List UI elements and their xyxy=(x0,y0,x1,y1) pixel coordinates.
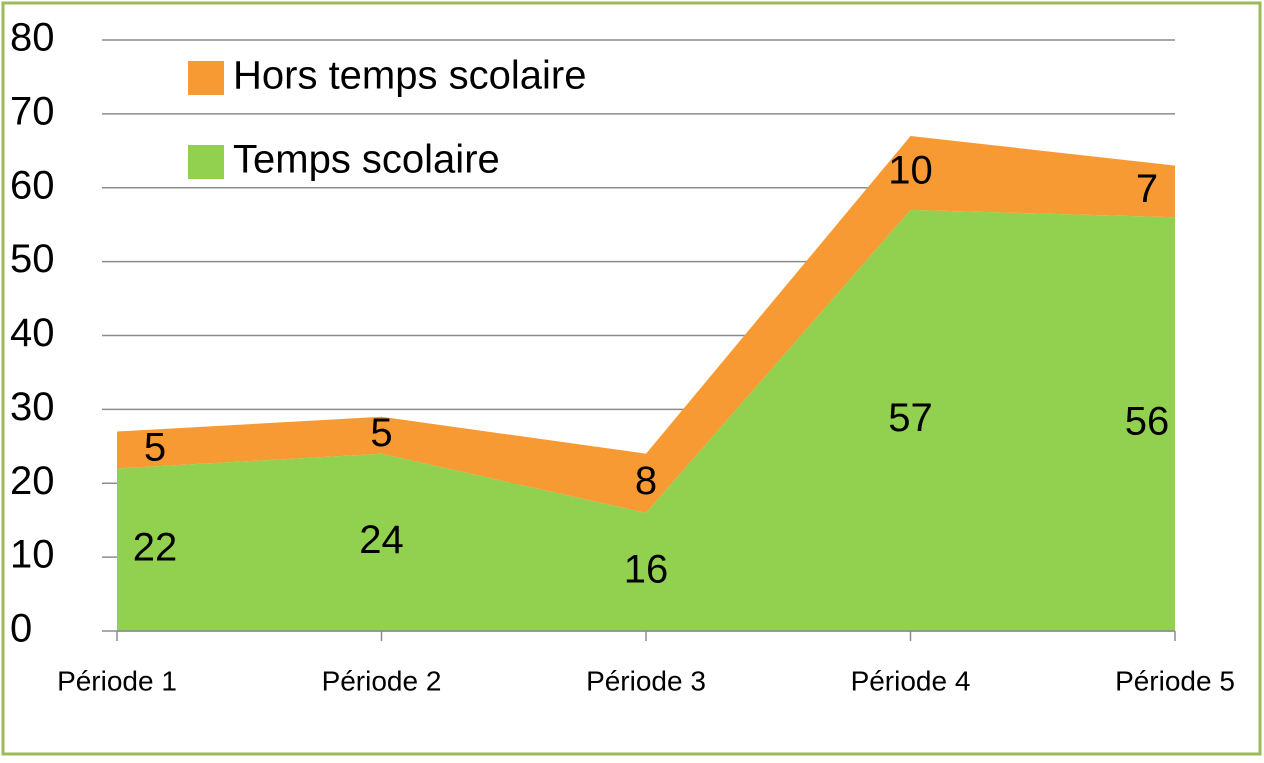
data-label: 24 xyxy=(359,518,404,562)
y-tick-label: 0 xyxy=(10,607,32,651)
data-label: 16 xyxy=(624,547,669,591)
y-tick-label: 40 xyxy=(10,311,55,355)
data-label: 8 xyxy=(635,459,657,503)
data-label: 56 xyxy=(1125,400,1170,444)
data-label: 5 xyxy=(144,426,166,470)
legend-label: Temps scolaire xyxy=(233,138,500,182)
area xyxy=(117,209,1175,631)
legend-swatch xyxy=(188,61,224,95)
y-tick-label: 60 xyxy=(10,163,55,207)
data-label: 5 xyxy=(370,411,392,455)
x-tick-label: Période 5 xyxy=(1115,665,1235,696)
x-tick-label: Période 3 xyxy=(586,665,706,696)
y-tick-label: 30 xyxy=(10,385,55,429)
x-tick-label: Période 2 xyxy=(322,665,442,696)
y-tick-label: 50 xyxy=(10,237,55,281)
y-tick-label: 80 xyxy=(10,16,55,60)
legend-label: Hors temps scolaire xyxy=(233,54,586,98)
y-tick-label: 10 xyxy=(10,533,55,577)
data-label: 10 xyxy=(888,149,933,193)
data-label: 57 xyxy=(888,396,933,440)
y-tick-label: 20 xyxy=(10,459,55,503)
legend-swatch xyxy=(188,145,224,179)
area xyxy=(117,136,1175,513)
data-label: 7 xyxy=(1136,167,1158,211)
x-tick-label: Période 1 xyxy=(57,665,177,696)
data-label: 22 xyxy=(133,525,178,569)
x-tick-label: Période 4 xyxy=(851,665,971,696)
y-tick-label: 70 xyxy=(10,89,55,133)
